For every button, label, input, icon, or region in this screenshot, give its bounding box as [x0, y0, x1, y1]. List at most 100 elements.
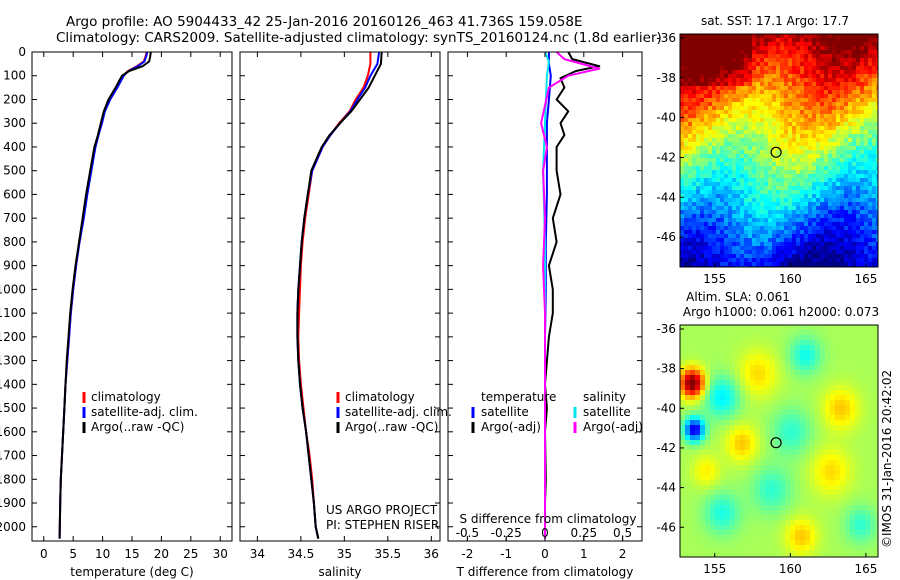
heatmap-cell: [788, 138, 793, 143]
heatmap-cell: [776, 94, 781, 99]
heatmap-cell: [715, 515, 721, 521]
heatmap-cell: [732, 186, 737, 191]
heatmap-cell: [792, 74, 797, 79]
heatmap-cell: [695, 455, 701, 461]
heatmap-cell: [800, 194, 805, 199]
heatmap-cell: [776, 38, 781, 43]
heatmap-cell: [795, 440, 801, 446]
heatmap-cell: [824, 182, 829, 187]
heatmap-cell: [760, 465, 766, 471]
heatmap-cell: [735, 410, 741, 416]
heatmap-cell: [696, 118, 701, 123]
heatmap-cell: [845, 390, 851, 396]
heatmap-cell: [872, 226, 877, 231]
heatmap-cell: [776, 226, 781, 231]
heatmap-cell: [760, 455, 766, 461]
heatmap-cell: [865, 530, 871, 536]
heatmap-cell: [810, 495, 816, 501]
heatmap-cell: [710, 535, 716, 541]
heatmap-cell: [844, 206, 849, 211]
heatmap-cell: [708, 78, 713, 83]
heatmap-cell: [875, 380, 879, 386]
heatmap-cell: [720, 325, 726, 331]
heatmap-cell: [720, 400, 726, 406]
heatmap-cell: [785, 365, 791, 371]
heatmap-cell: [725, 440, 731, 446]
heatmap-cell: [825, 345, 831, 351]
heatmap-cell: [825, 400, 831, 406]
heatmap-cell: [800, 340, 806, 346]
heatmap-cell: [856, 206, 861, 211]
heatmap-cell: [725, 515, 731, 521]
heatmap-cell: [688, 126, 693, 131]
heatmap-cell: [800, 226, 805, 231]
heatmap-cell: [850, 475, 856, 481]
heatmap-cell: [796, 142, 801, 147]
heatmap-cell: [876, 250, 879, 255]
heatmap-cell: [680, 325, 686, 331]
heatmap-cell: [688, 62, 693, 67]
heatmap-cell: [724, 146, 729, 151]
heatmap-cell: [852, 78, 857, 83]
heatmap-cell: [815, 530, 821, 536]
heatmap-cell: [850, 360, 856, 366]
heatmap-cell: [835, 480, 841, 486]
heatmap-cell: [800, 174, 805, 179]
heatmap-cell: [788, 54, 793, 59]
heatmap-cell: [760, 114, 765, 119]
heatmap-cell: [840, 395, 846, 401]
heatmap-cell: [870, 325, 876, 331]
heatmap-cell: [876, 262, 879, 267]
heatmap-cell: [700, 238, 705, 243]
heatmap-cell: [804, 142, 809, 147]
heatmap-cell: [700, 485, 706, 491]
heatmap-cell: [820, 450, 826, 456]
heatmap-cell: [685, 430, 691, 436]
heatmap-cell: [760, 110, 765, 115]
heatmap-cell: [776, 238, 781, 243]
heatmap-cell: [824, 238, 829, 243]
heatmap-cell: [680, 70, 685, 75]
heatmap-cell: [852, 158, 857, 163]
heatmap-cell: [820, 520, 826, 526]
heatmap-cell: [736, 186, 741, 191]
heatmap-cell: [708, 38, 713, 43]
heatmap-cell: [755, 490, 761, 496]
heatmap-cell: [816, 34, 821, 39]
heatmap-cell: [712, 122, 717, 127]
heatmap-cell: [705, 430, 711, 436]
heatmap-cell: [865, 325, 871, 331]
heatmap-cell: [835, 485, 841, 491]
heatmap-cell: [708, 34, 713, 39]
heatmap-cell: [764, 214, 769, 219]
heatmap-cell: [748, 198, 753, 203]
heatmap-cell: [745, 440, 751, 446]
heatmap-cell: [824, 58, 829, 63]
heatmap-cell: [850, 430, 856, 436]
heatmap-cell: [820, 330, 826, 336]
heatmap-cell: [692, 114, 697, 119]
heatmap-cell: [848, 150, 853, 155]
heatmap-cell: [832, 190, 837, 195]
heatmap-cell: [848, 130, 853, 135]
heatmap-cell: [768, 162, 773, 167]
heatmap-cell: [804, 222, 809, 227]
heatmap-cell: [755, 330, 761, 336]
heatmap-cell: [865, 470, 871, 476]
heatmap-cell: [800, 325, 806, 331]
heatmap-cell: [740, 405, 746, 411]
heatmap-cell: [795, 515, 801, 521]
heatmap-cell: [805, 515, 811, 521]
heatmap-cell: [780, 126, 785, 131]
heatmap-cell: [805, 455, 811, 461]
heatmap-cell: [870, 530, 876, 536]
y-tick-label: -46: [656, 230, 676, 244]
heatmap-cell: [716, 66, 721, 71]
heatmap-cell: [720, 174, 725, 179]
heatmap-cell: [696, 130, 701, 135]
heatmap-cell: [720, 58, 725, 63]
heatmap-cell: [844, 202, 849, 207]
heatmap-cell: [840, 435, 846, 441]
heatmap-cell: [815, 475, 821, 481]
heatmap-cell: [692, 134, 697, 139]
